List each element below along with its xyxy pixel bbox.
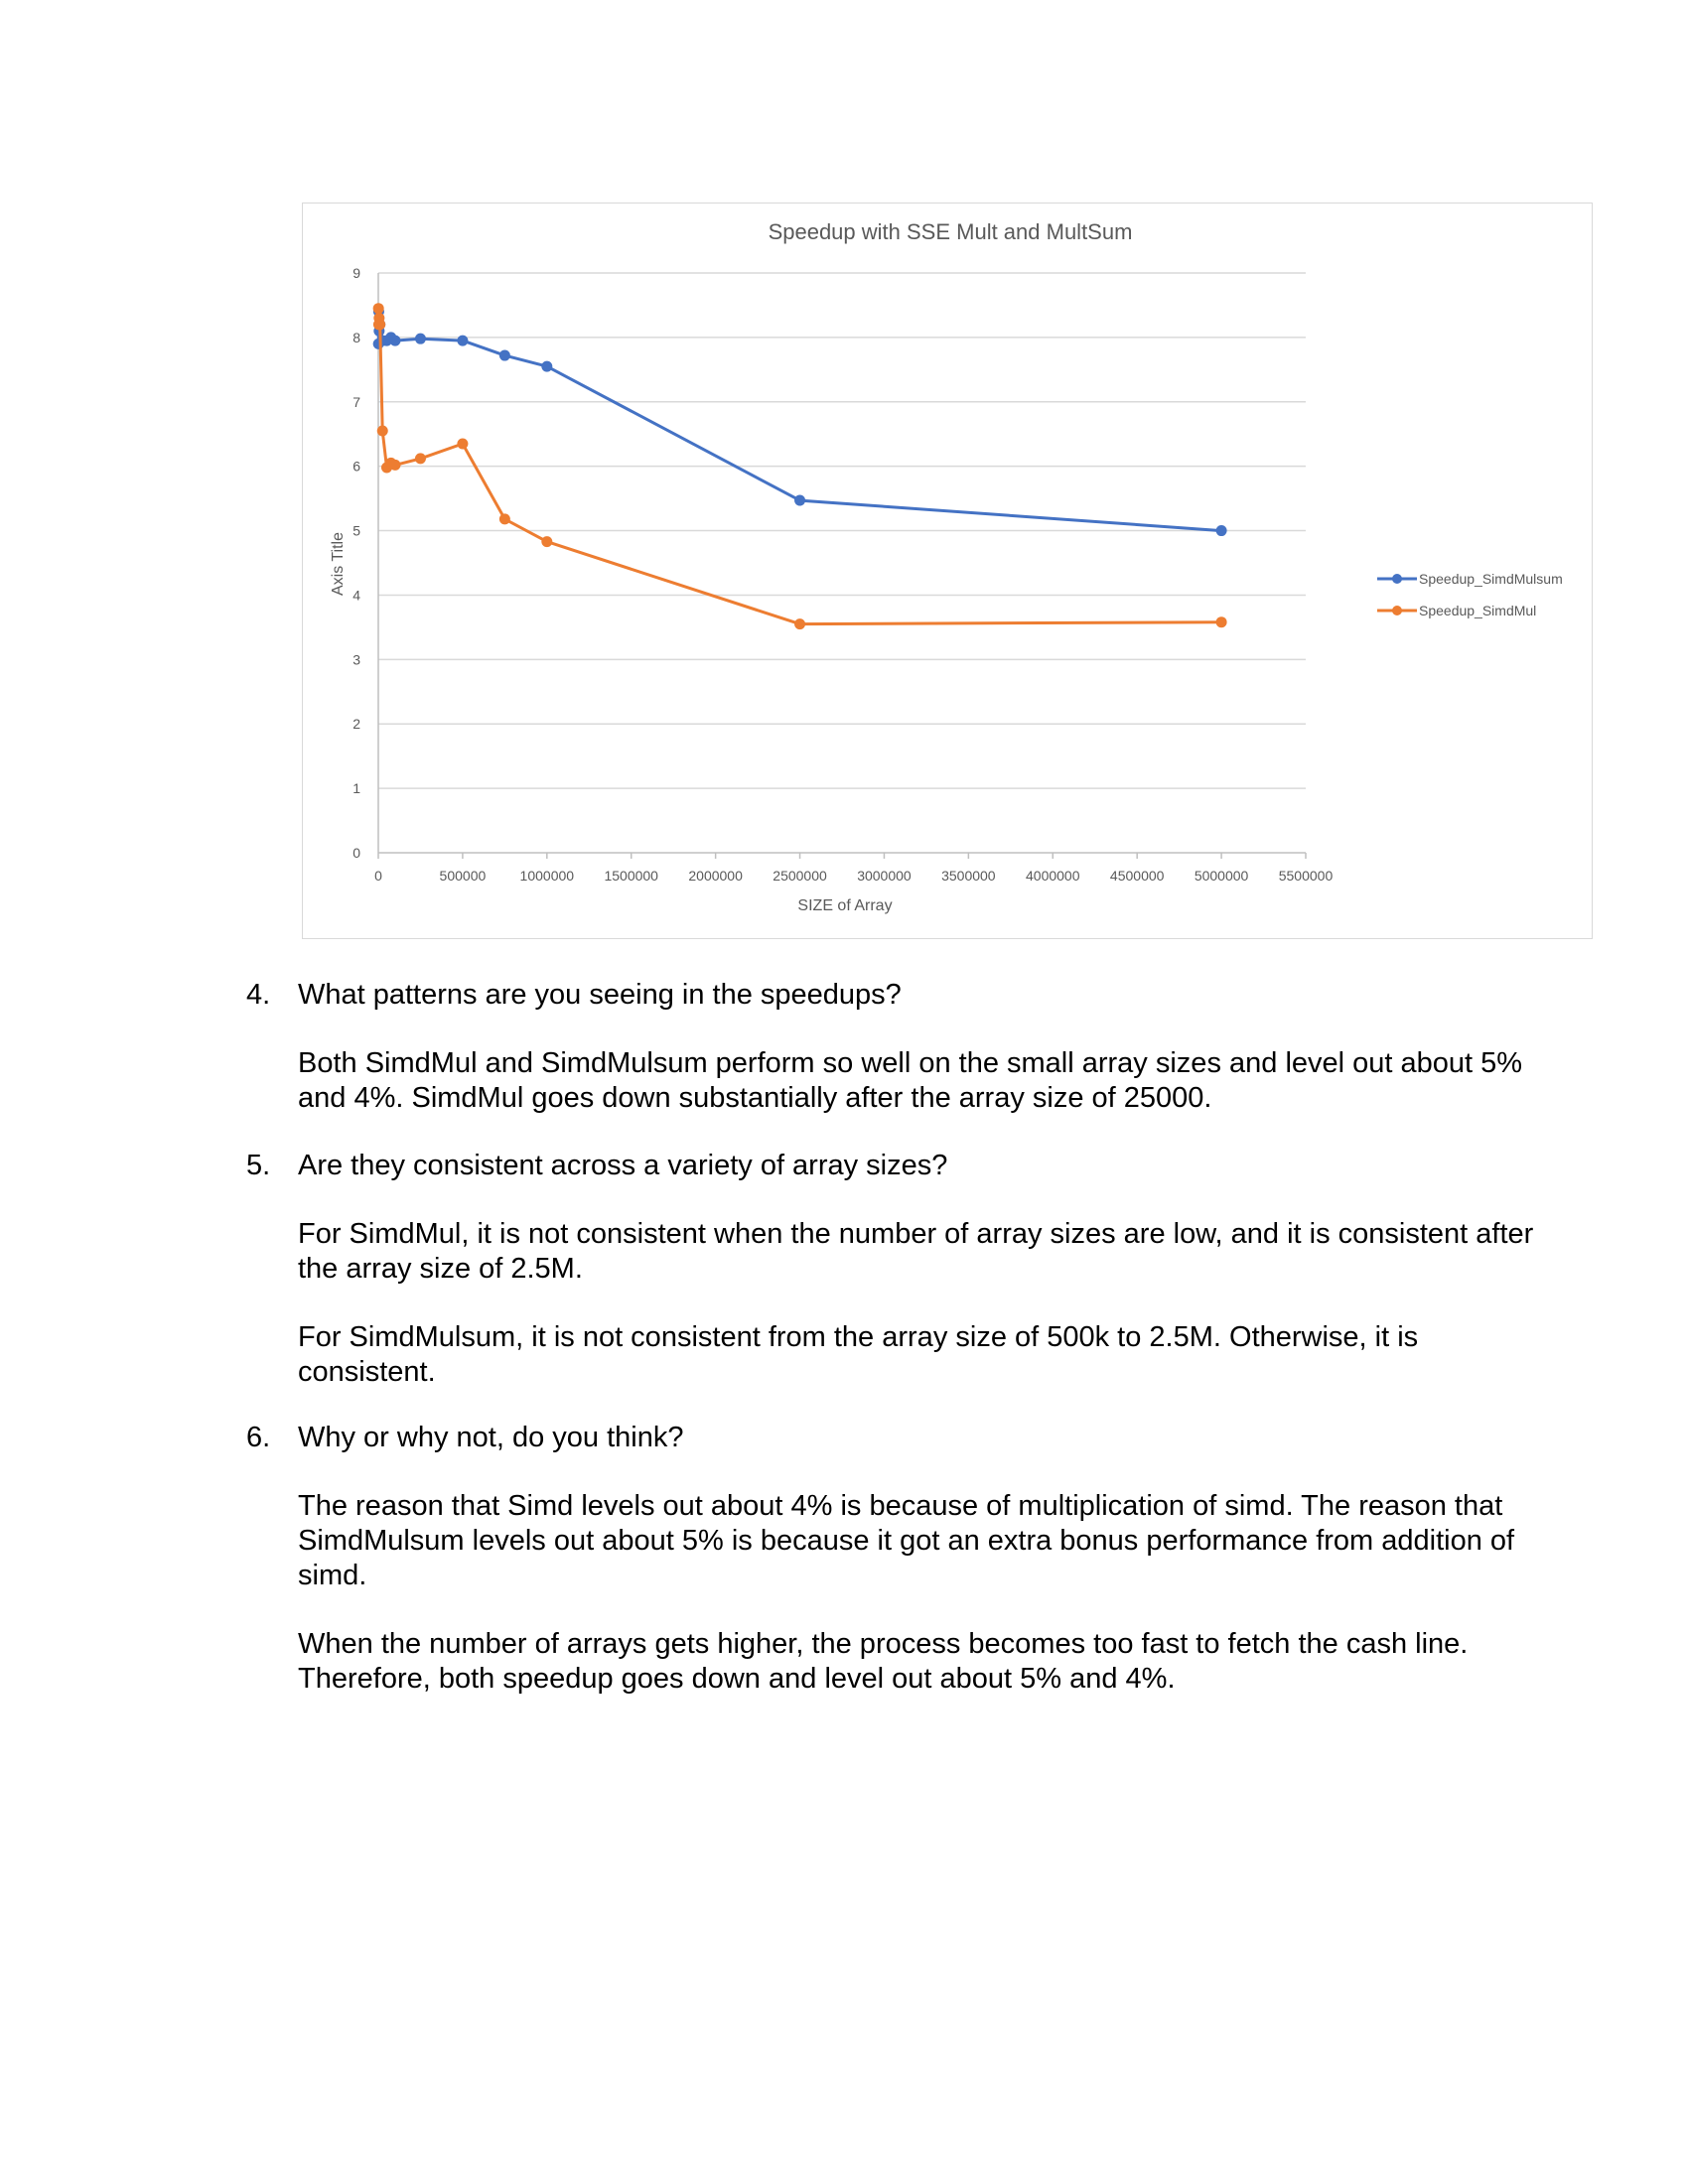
x-tick-label: 5500000 [1279,868,1334,884]
qa-block-6: 6. Why or why not, do you think? The rea… [246,1420,1537,1697]
data-point [1215,616,1227,628]
data-point [389,335,401,346]
y-tick-label: 0 [352,845,360,861]
legend-swatch-marker [1392,574,1402,584]
y-tick-label: 9 [352,265,360,281]
legend-swatch-marker [1392,606,1402,615]
x-axis-label: SIZE of Array [797,897,892,914]
y-axis-label: Axis Title [330,532,347,596]
question-text: Why or why not, do you think? [298,1422,684,1453]
question-6: 6. Why or why not, do you think? [246,1420,1537,1455]
x-tick-label: 4500000 [1110,868,1165,884]
x-tick-label: 500000 [440,868,487,884]
data-point [374,319,386,331]
data-point [1215,525,1227,537]
y-tick-label: 7 [352,394,360,410]
question-text: Are they consistent across a variety of … [298,1150,948,1181]
question-5: 5. Are they consistent across a variety … [246,1148,1537,1183]
answer-paragraph: For SimdMulsum, it is not consistent fro… [298,1321,1419,1388]
data-point [541,360,553,372]
question-number: 6. [246,1422,271,1453]
y-tick-label: 4 [352,587,360,603]
data-point [457,335,469,346]
data-point [376,425,388,437]
x-tick-label: 2000000 [688,868,743,884]
question-number: 4. [246,979,271,1011]
question-text: What patterns are you seeing in the spee… [298,979,902,1011]
x-tick-label: 5000000 [1195,868,1249,884]
x-tick-label: 3000000 [857,868,912,884]
data-point [389,459,401,471]
qa-block-5: 5. Are they consistent across a variety … [246,1148,1537,1390]
legend-label: Speedup_SimdMulsum [1419,571,1563,587]
data-point [541,536,553,548]
data-point [457,438,469,450]
y-tick-label: 1 [352,780,360,796]
y-tick-label: 6 [352,459,360,475]
data-point [794,494,806,506]
question-4: 4. What patterns are you seeing in the s… [246,977,1537,1013]
y-tick-label: 3 [352,651,360,667]
data-point [794,618,806,630]
answer-paragraph: Both SimdMul and SimdMulsum perform so w… [298,1047,1523,1114]
x-tick-label: 0 [374,868,382,884]
answer-paragraph: For SimdMul, it is not consistent when t… [298,1218,1534,1285]
y-tick-label: 2 [352,716,360,732]
legend-label: Speedup_SimdMul [1419,603,1536,618]
data-point [414,453,426,465]
answer-paragraph: The reason that Simd levels out about 4%… [298,1490,1515,1591]
chart-svg: Speedup with SSE Mult and MultSum 012345… [330,219,1563,914]
y-tick-label: 8 [352,330,360,345]
data-point [498,513,510,525]
qa-block-4: 4. What patterns are you seeing in the s… [246,977,1537,1116]
y-tick-label: 5 [352,523,360,539]
x-tick-label: 1500000 [604,868,658,884]
x-tick-label: 2500000 [773,868,827,884]
data-point [414,333,426,344]
data-point [498,349,510,361]
x-tick-label: 4000000 [1026,868,1080,884]
answer-paragraph: When the number of arrays gets higher, t… [298,1628,1469,1695]
data-point [372,303,384,315]
chart-title: Speedup with SSE Mult and MultSum [769,219,1133,244]
x-tick-label: 3500000 [941,868,996,884]
question-number: 5. [246,1150,271,1181]
x-tick-label: 1000000 [520,868,575,884]
